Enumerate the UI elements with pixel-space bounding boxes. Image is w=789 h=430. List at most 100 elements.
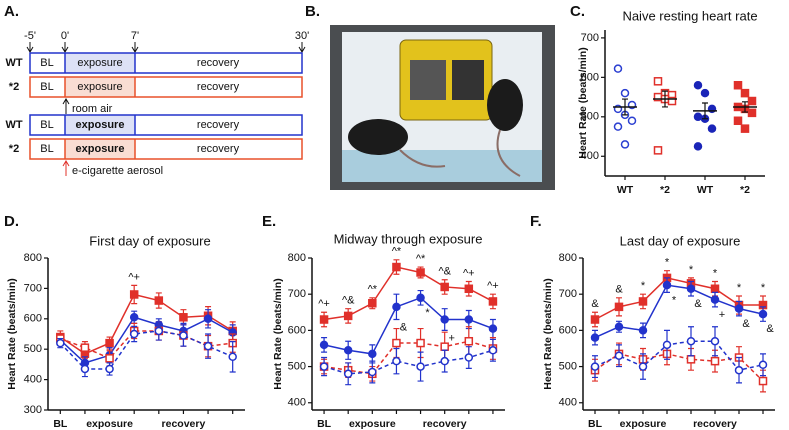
point-label: + bbox=[719, 309, 725, 321]
time-label: 0' bbox=[61, 30, 69, 42]
error-bar bbox=[702, 102, 708, 120]
data-point bbox=[590, 333, 600, 342]
x-tick-label: BL bbox=[53, 418, 68, 430]
error-bar bbox=[742, 101, 748, 113]
point-label: ^* bbox=[416, 253, 426, 265]
panel-label: D. bbox=[4, 213, 19, 230]
data-point bbox=[80, 364, 90, 374]
segment-label: exposure bbox=[76, 119, 125, 131]
x-tick-label: exposure bbox=[620, 418, 667, 430]
point-label: ^& bbox=[438, 266, 451, 278]
data-point bbox=[653, 77, 663, 86]
data-point bbox=[392, 262, 401, 272]
data-point bbox=[662, 280, 672, 290]
data-point bbox=[203, 341, 213, 351]
y-tick-label: 600 bbox=[559, 324, 577, 336]
data-point bbox=[319, 315, 329, 324]
data-point bbox=[80, 343, 90, 352]
y-tick-label: 500 bbox=[24, 343, 42, 355]
chart-title: Naive resting heart rate bbox=[622, 8, 757, 23]
exposure-shade bbox=[65, 53, 135, 73]
time-label: 7' bbox=[131, 30, 139, 42]
data-point bbox=[464, 336, 474, 346]
data-point bbox=[734, 365, 744, 375]
y-tick-label: 500 bbox=[581, 111, 599, 123]
data-point bbox=[129, 313, 139, 322]
data-point bbox=[392, 338, 401, 348]
data-point bbox=[488, 297, 498, 306]
data-point bbox=[710, 284, 720, 294]
point-label: & bbox=[591, 298, 599, 310]
segment-label: recovery bbox=[197, 143, 240, 155]
segment-label: recovery bbox=[197, 81, 240, 93]
y-axis-label: Heart Rate (beats/min) bbox=[577, 47, 589, 158]
point-label: & bbox=[615, 284, 623, 296]
data-point bbox=[488, 346, 498, 355]
panel-label: B. bbox=[305, 3, 320, 20]
data-point bbox=[693, 80, 703, 90]
data-point bbox=[129, 329, 139, 339]
arrow-head bbox=[62, 160, 70, 167]
data-point bbox=[440, 282, 449, 292]
y-tick-label: 600 bbox=[288, 324, 306, 336]
data-point bbox=[758, 309, 768, 319]
data-point bbox=[758, 360, 768, 370]
x-tick-label: BL bbox=[317, 418, 332, 430]
y-tick-label: 400 bbox=[24, 374, 42, 386]
data-point bbox=[614, 322, 624, 332]
point-label: * bbox=[425, 307, 430, 319]
x-tick-label: exposure bbox=[86, 418, 133, 430]
data-point bbox=[686, 336, 696, 346]
segment-label: recovery bbox=[197, 57, 240, 69]
point-label: ^+ bbox=[463, 267, 475, 279]
data-point bbox=[734, 304, 744, 313]
data-point bbox=[319, 340, 329, 350]
segment-label: BL bbox=[40, 57, 53, 69]
timeline-bar bbox=[29, 52, 303, 74]
genotype-label: *2 bbox=[9, 143, 19, 155]
arrow-head bbox=[131, 46, 139, 53]
data-point bbox=[620, 88, 630, 98]
data-point bbox=[154, 326, 164, 336]
segment-label: BL bbox=[40, 143, 53, 155]
data-point bbox=[343, 311, 353, 321]
data-point bbox=[154, 296, 164, 305]
point-label: & bbox=[766, 323, 774, 335]
data-point bbox=[638, 297, 648, 306]
data-point bbox=[368, 367, 377, 377]
y-tick-label: 300 bbox=[24, 404, 42, 416]
data-point bbox=[693, 112, 703, 122]
data-point bbox=[638, 326, 648, 335]
point-label: & bbox=[742, 318, 750, 330]
y-tick-label: 400 bbox=[559, 397, 577, 409]
y-tick-label: 800 bbox=[559, 252, 577, 264]
arrow-head bbox=[298, 46, 306, 53]
y-tick-label: 700 bbox=[559, 288, 577, 300]
data-point bbox=[733, 80, 743, 90]
data-point bbox=[129, 290, 139, 299]
x-tick-label: recovery bbox=[693, 418, 737, 430]
data-point bbox=[707, 124, 717, 133]
point-label: * bbox=[761, 282, 766, 294]
point-label: & bbox=[694, 298, 702, 310]
y-axis-label: Heart Rate (beats/min) bbox=[542, 278, 554, 389]
photo bbox=[330, 25, 555, 190]
time-label: 30' bbox=[295, 30, 309, 42]
data-point bbox=[368, 298, 377, 308]
point-label: * bbox=[689, 264, 694, 276]
y-tick-label: 600 bbox=[24, 313, 42, 325]
y-tick-label: 700 bbox=[581, 32, 599, 44]
data-point bbox=[440, 356, 449, 366]
data-point bbox=[488, 324, 498, 333]
y-tick-label: 600 bbox=[581, 71, 599, 83]
series-line bbox=[594, 340, 764, 372]
data-point bbox=[733, 116, 743, 126]
data-point bbox=[740, 124, 750, 133]
data-point bbox=[319, 362, 329, 371]
data-point bbox=[627, 116, 637, 126]
data-point bbox=[105, 364, 114, 374]
point-label: * bbox=[641, 280, 646, 292]
data-point bbox=[416, 268, 425, 277]
data-point bbox=[710, 336, 720, 346]
data-point bbox=[686, 284, 696, 294]
